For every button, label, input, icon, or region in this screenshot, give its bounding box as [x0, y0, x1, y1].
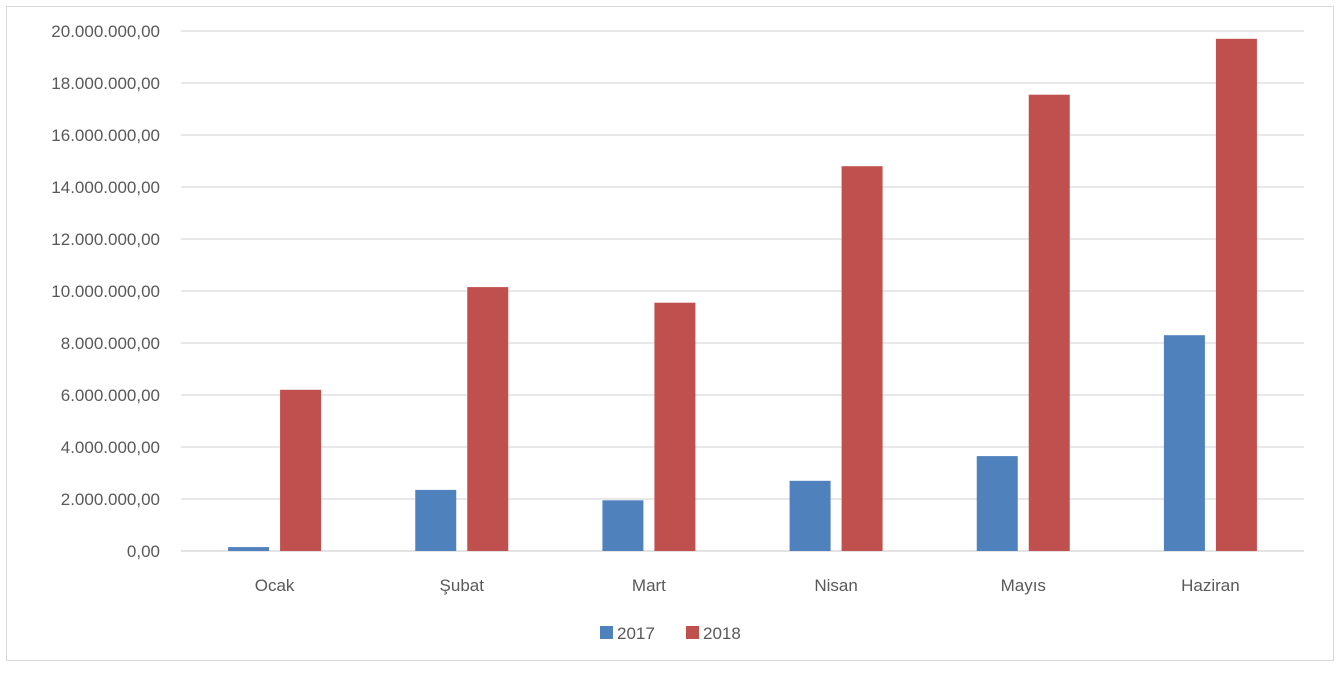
y-tick-label: 6.000.000,00: [61, 386, 160, 405]
legend-swatch-2018: [686, 626, 699, 639]
x-tick-label: Haziran: [1181, 576, 1240, 595]
y-tick-label: 14.000.000,00: [51, 178, 160, 197]
bar-2017-Nisan: [789, 480, 831, 551]
bar-2018-Haziran: [1215, 38, 1257, 552]
gridlines: [181, 30, 1304, 552]
y-tick-label: 8.000.000,00: [61, 334, 160, 353]
bar-2018-Nisan: [841, 166, 883, 551]
x-axis-tick-labels: Ocak Şubat Mart Nisan Mayıs Haziran: [255, 576, 1240, 595]
legend-swatch-2017: [600, 626, 613, 639]
bar-2017-Haziran: [1163, 335, 1205, 551]
y-tick-label: 2.000.000,00: [61, 490, 160, 509]
y-tick-label: 20.000.000,00: [51, 22, 160, 41]
bar-2017-Şubat: [415, 489, 457, 551]
y-tick-label: 16.000.000,00: [51, 126, 160, 145]
x-tick-label: Şubat: [440, 576, 485, 595]
y-tick-label: 4.000.000,00: [61, 438, 160, 457]
y-tick-label: 18.000.000,00: [51, 74, 160, 93]
y-tick-label: 0,00: [127, 542, 160, 561]
bar-2018-Mayıs: [1028, 94, 1070, 551]
legend: 2017 2018: [600, 624, 741, 643]
bar-2018-Ocak: [280, 389, 322, 551]
x-tick-label: Nisan: [814, 576, 857, 595]
bar-2017-Ocak: [228, 547, 270, 551]
x-tick-label: Mayıs: [1001, 576, 1046, 595]
x-tick-label: Ocak: [255, 576, 295, 595]
y-axis-tick-labels: 0,00 2.000.000,00 4.000.000,00 6.000.000,00…: [51, 22, 160, 561]
legend-label: 2017: [617, 624, 655, 643]
y-tick-label: 12.000.000,00: [51, 230, 160, 249]
bar-2017-Mayıs: [976, 456, 1018, 551]
x-tick-label: Mart: [632, 576, 666, 595]
bar-2017-Mart: [602, 500, 644, 551]
bar-2018-Mart: [654, 302, 696, 551]
bar-2018-Şubat: [467, 287, 509, 551]
bars: [228, 38, 1257, 552]
legend-label: 2018: [703, 624, 741, 643]
y-tick-label: 10.000.000,00: [51, 282, 160, 301]
